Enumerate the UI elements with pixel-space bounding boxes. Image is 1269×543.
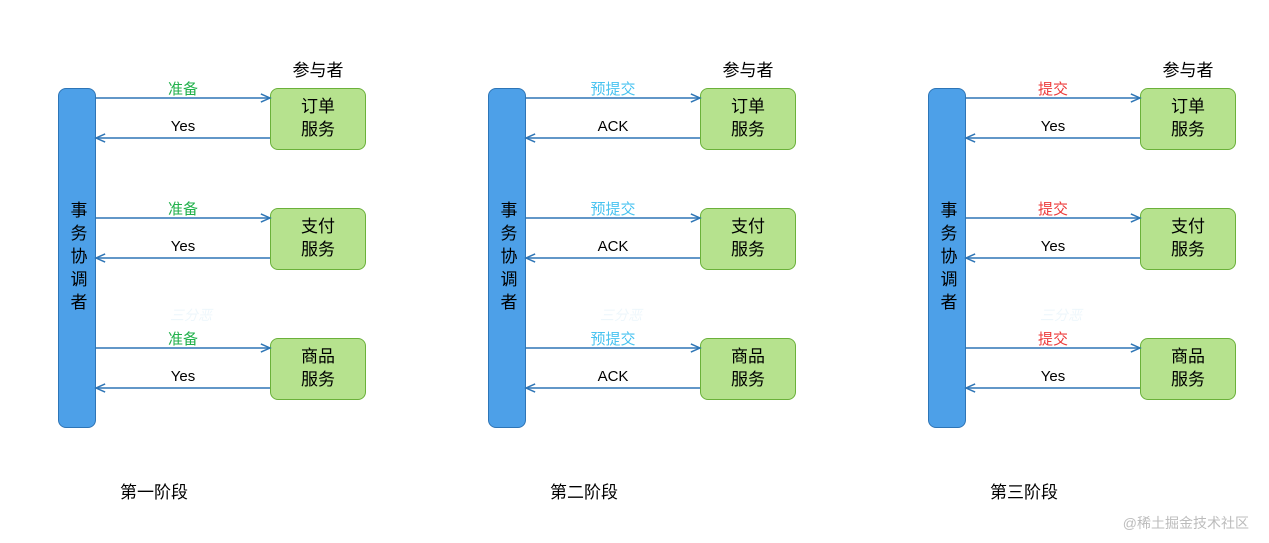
participant-header: 参与者	[700, 56, 796, 81]
phase-2: 事务协调者参与者订单服务预提交ACK支付服务预提交ACK商品服务预提交ACK三分…	[450, 10, 850, 510]
footer-watermark: @稀土掘金技术社区	[1123, 513, 1249, 533]
watermark: 三分恶	[1040, 305, 1082, 325]
service-box-1: 支付服务	[700, 208, 796, 270]
arrow-label-top: 提交	[1023, 78, 1083, 99]
arrow-label-top: 预提交	[583, 78, 643, 99]
watermark: 三分恶	[170, 305, 212, 325]
phase-caption: 第三阶段	[990, 478, 1058, 503]
phase-caption: 第一阶段	[120, 478, 188, 503]
watermark: 三分恶	[600, 305, 642, 325]
arrow-label-bottom: ACK	[583, 238, 643, 255]
arrow-label-bottom: Yes	[153, 118, 213, 135]
service-box-0: 订单服务	[270, 88, 366, 150]
service-box-2: 商品服务	[1140, 338, 1236, 400]
participant-header: 参与者	[1140, 56, 1236, 81]
service-box-0: 订单服务	[1140, 88, 1236, 150]
service-box-1: 支付服务	[270, 208, 366, 270]
participant-header: 参与者	[270, 56, 366, 81]
phase-3: 事务协调者参与者订单服务提交Yes支付服务提交Yes商品服务提交Yes三分恶第三…	[890, 10, 1269, 510]
service-box-0: 订单服务	[700, 88, 796, 150]
arrow-label-top: 准备	[153, 328, 213, 349]
service-box-2: 商品服务	[270, 338, 366, 400]
arrow-label-top: 预提交	[583, 198, 643, 219]
phase-1: 事务协调者参与者订单服务准备Yes支付服务准备Yes商品服务准备Yes三分恶第一…	[20, 10, 420, 510]
arrow-label-bottom: ACK	[583, 368, 643, 385]
arrow-label-bottom: Yes	[153, 238, 213, 255]
arrow-label-bottom: Yes	[1023, 118, 1083, 135]
service-box-1: 支付服务	[1140, 208, 1236, 270]
arrow-label-bottom: ACK	[583, 118, 643, 135]
arrow-label-bottom: Yes	[1023, 238, 1083, 255]
arrow-label-top: 准备	[153, 78, 213, 99]
arrow-label-bottom: Yes	[1023, 368, 1083, 385]
service-box-2: 商品服务	[700, 338, 796, 400]
arrow-label-top: 提交	[1023, 328, 1083, 349]
arrow-label-top: 提交	[1023, 198, 1083, 219]
arrow-label-bottom: Yes	[153, 368, 213, 385]
arrow-label-top: 预提交	[583, 328, 643, 349]
arrow-label-top: 准备	[153, 198, 213, 219]
phase-caption: 第二阶段	[550, 478, 618, 503]
